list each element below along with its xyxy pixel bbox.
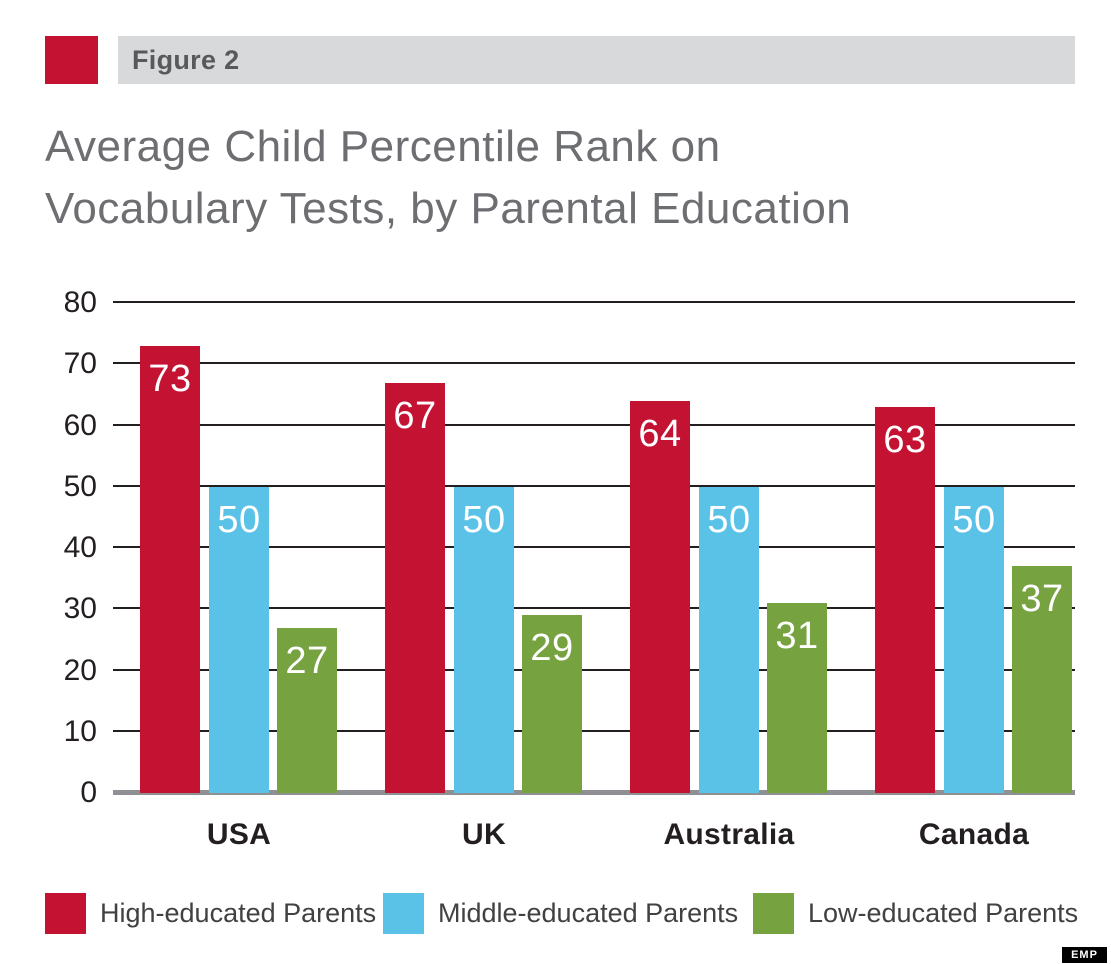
gridline-10 [113, 729, 1075, 732]
bar-usa-low: 27 [277, 628, 337, 793]
bar-value-label: 64 [638, 413, 682, 455]
y-axis-label-10: 10 [63, 714, 97, 748]
figure-marker-square [45, 36, 98, 84]
legend-label: High-educated Parents [100, 898, 377, 928]
legend-label: Middle-educated Parents [438, 898, 739, 928]
chart-title: Average Child Percentile Rank on Vocabul… [45, 116, 851, 240]
bar-value-label: 50 [217, 499, 261, 541]
category-label-canada: Canada [918, 818, 1030, 851]
legend-swatch [383, 893, 424, 934]
y-axis-label-50: 50 [63, 469, 97, 503]
bar-canada-low: 37 [1012, 566, 1072, 793]
chart-title-line1: Average Child Percentile Rank on [45, 122, 721, 171]
legend-swatch [45, 893, 86, 934]
bar-value-label: 27 [285, 640, 329, 682]
y-axis-label-20: 20 [63, 653, 97, 687]
bar-value-label: 50 [462, 499, 506, 541]
bar-value-label: 29 [530, 627, 574, 669]
category-label-uk: UK [462, 818, 506, 851]
y-axis-label-80: 80 [63, 286, 97, 319]
bar-australia-low: 31 [767, 603, 827, 793]
y-axis-label-40: 40 [63, 531, 97, 564]
bar-value-label: 37 [1020, 578, 1064, 620]
y-axis-label-60: 60 [63, 408, 97, 442]
figure-label: Figure 2 [132, 44, 240, 75]
y-axis-label-30: 30 [63, 592, 97, 626]
gridline-80 [113, 301, 1075, 303]
category-label-australia: Australia [663, 818, 795, 851]
bar-uk-middle: 50 [454, 487, 514, 793]
bar-value-label: 73 [148, 358, 192, 400]
figure-header-band: Figure 2 [118, 36, 1075, 84]
bar-australia-high: 64 [630, 401, 690, 793]
gridline-60 [113, 423, 1075, 426]
x-axis-baseline [113, 790, 1075, 795]
bar-australia-middle: 50 [699, 487, 759, 793]
legend-item-low: Low-educated Parents [753, 893, 1078, 934]
category-label-usa: USA [206, 818, 272, 851]
gridline-30 [113, 607, 1075, 610]
gridline-20 [113, 668, 1075, 671]
bar-canada-high: 63 [875, 407, 935, 793]
gridline-70 [113, 362, 1075, 365]
legend-item-middle: Middle-educated Parents [383, 893, 738, 934]
chart-title-line2: Vocabulary Tests, by Parental Education [45, 184, 852, 233]
y-axis-label-70: 70 [63, 347, 97, 381]
y-axis-label-0: 0 [80, 776, 97, 809]
bar-uk-high: 67 [385, 383, 445, 793]
bar-value-label: 50 [707, 499, 751, 541]
emp-logo-badge: EMP [1062, 947, 1107, 963]
bar-value-label: 63 [883, 419, 927, 461]
legend-swatch [753, 893, 794, 934]
bar-value-label: 50 [952, 499, 996, 541]
bar-uk-low: 29 [522, 615, 582, 793]
bar-value-label: 67 [393, 395, 437, 437]
gridline-50 [113, 484, 1075, 487]
legend-item-high: High-educated Parents [45, 893, 376, 934]
bar-canada-middle: 50 [944, 487, 1004, 793]
bar-usa-high: 73 [140, 346, 200, 793]
bar-value-label: 31 [775, 615, 819, 657]
legend-label: Low-educated Parents [808, 898, 1079, 928]
bar-usa-middle: 50 [209, 487, 269, 793]
gridline-40 [113, 546, 1075, 548]
